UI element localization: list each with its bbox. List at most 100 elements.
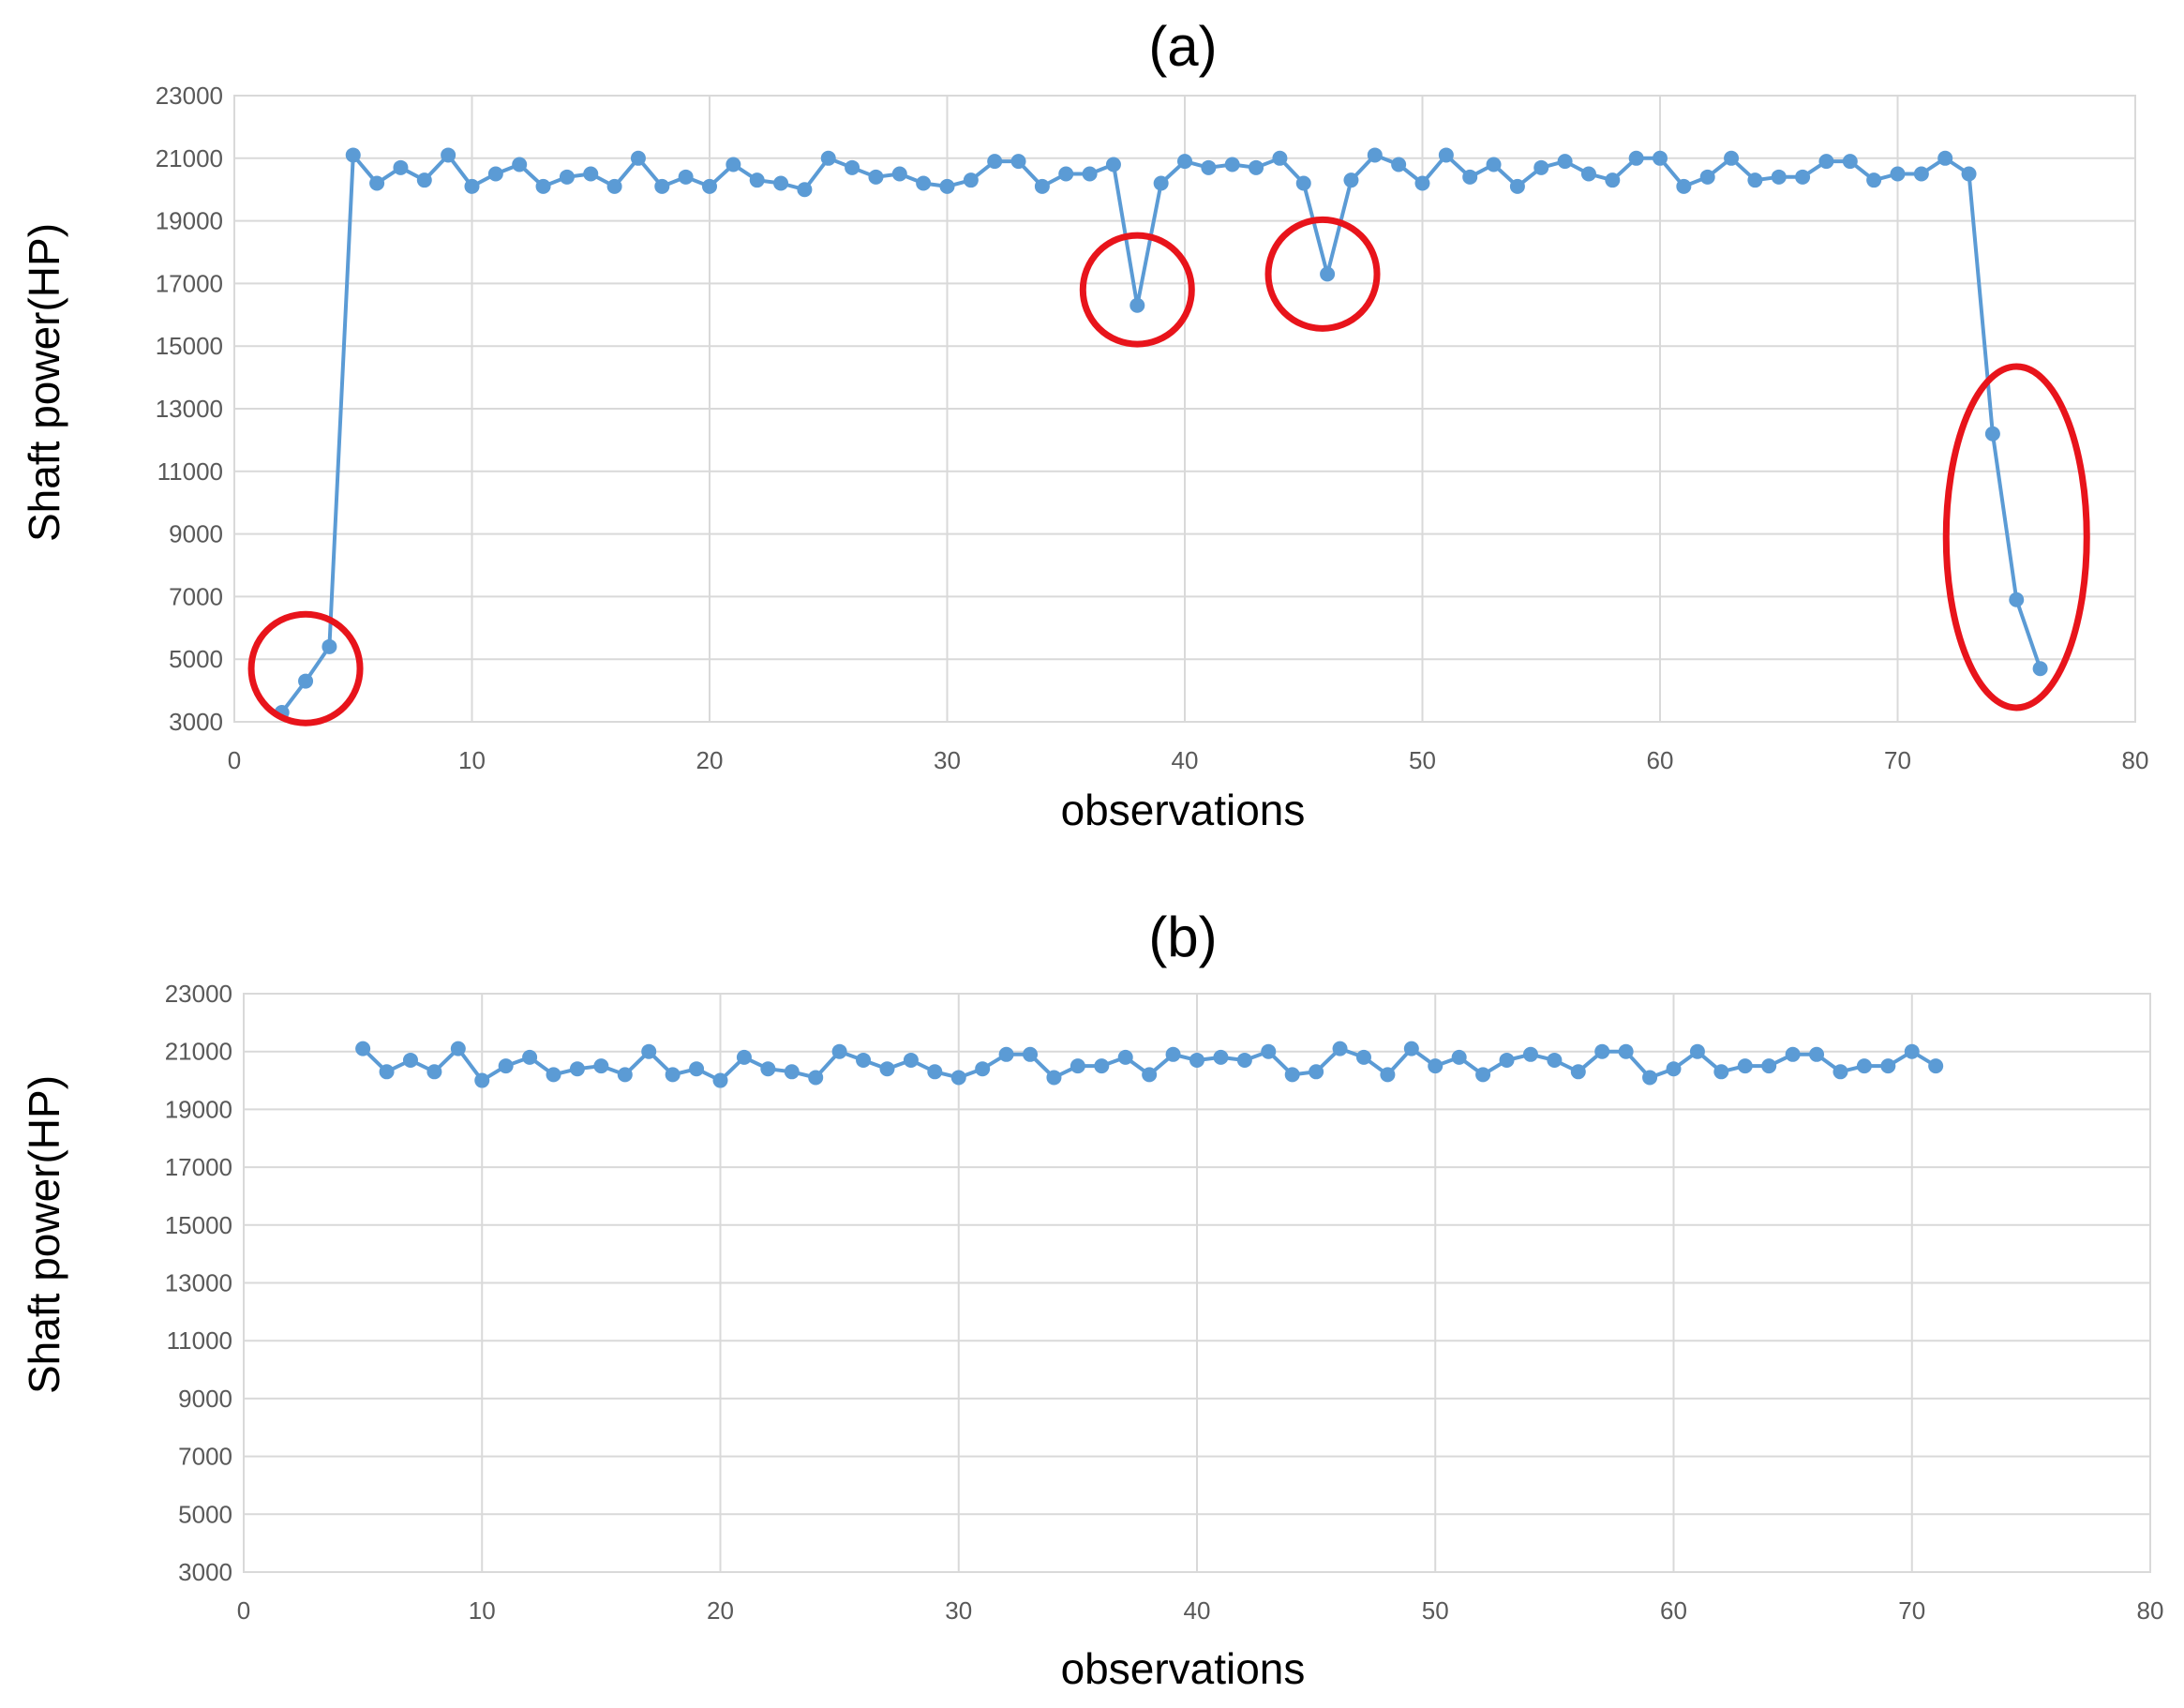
panel-a-data-point <box>1295 175 1311 191</box>
panel-b-y-tick-label: 9000 <box>178 1385 232 1413</box>
panel-a-data-point <box>1771 169 1787 185</box>
panel-b-data-point <box>1475 1067 1491 1083</box>
panel-b-data-point <box>1689 1043 1705 1059</box>
panel-a-data-point <box>1653 150 1668 166</box>
panel-b-data-point <box>569 1061 585 1077</box>
panel-a-data-point <box>1795 169 1811 185</box>
panel-a-x-tick-label: 30 <box>934 746 961 774</box>
panel-b-data-point <box>665 1067 681 1083</box>
panel-a-y-tick-label: 11000 <box>157 457 223 486</box>
panel-b-data-point <box>1832 1064 1848 1080</box>
panel-a-data-point <box>1628 150 1644 166</box>
panel-a-data-point <box>1153 175 1169 191</box>
panel-a-x-tick-label: 80 <box>2122 746 2149 774</box>
panel-a-data-point <box>987 154 1003 170</box>
panel-a-data-point <box>963 172 979 188</box>
panel-b-data-point <box>1046 1070 1062 1086</box>
panel-a-data-point <box>464 178 480 194</box>
panel-b-x-axis: 0 10 20 30 40 50 60 70 80 <box>237 1596 2164 1625</box>
panel-b-data-point <box>1094 1058 1110 1074</box>
panel-a-data-point <box>1010 154 1026 170</box>
panel-a-data-point <box>1509 178 1525 194</box>
panel-a-data-point <box>1343 172 1359 188</box>
panel-a-plot-area <box>233 95 2136 723</box>
panel-b-data-point <box>450 1041 466 1056</box>
panel-a-data-point <box>1533 159 1549 175</box>
chart-panel-a: (a) 3000 5000 7000 9000 11000 13000 15000 17000… <box>20 15 2148 834</box>
panel-b-data-point <box>950 1070 966 1086</box>
panel-a-data-point <box>773 175 789 191</box>
panel-a-data-point <box>1034 178 1050 194</box>
panel-a-x-tick-label: 60 <box>1647 746 1674 774</box>
panel-a-data-point <box>939 178 955 194</box>
panel-a-data-point <box>1391 157 1407 172</box>
panel-b-y-tick-label: 21000 <box>165 1038 232 1066</box>
panel-b-data-point <box>1785 1046 1801 1062</box>
panel-b-x-axis-title: observations <box>1061 1644 1306 1693</box>
panel-b-y-tick-label: 17000 <box>165 1153 232 1181</box>
panel-a-annotations <box>247 216 2090 727</box>
panel-a-data-point <box>845 159 860 175</box>
panel-b-data-point <box>1737 1058 1753 1074</box>
panel-a-highlight-circle <box>1079 232 1195 348</box>
panel-b-data-point <box>379 1064 395 1080</box>
panel-b-data-point <box>879 1061 895 1077</box>
panel-b-data-point <box>927 1064 943 1080</box>
panel-a-data-point <box>606 178 622 194</box>
panel-a-data-point <box>441 147 456 163</box>
panel-b-data-point <box>1713 1064 1729 1080</box>
panel-b-data-point <box>1856 1058 1872 1074</box>
panel-a-grid <box>233 95 2136 723</box>
panel-b-y-tick-label: 19000 <box>165 1095 232 1123</box>
panel-a-data-point <box>916 175 932 191</box>
panel-a-data-point <box>797 182 813 198</box>
panel-b-data-point <box>1809 1046 1825 1062</box>
panel-b-x-tick-label: 20 <box>707 1596 734 1625</box>
panel-a-data-point <box>678 169 694 185</box>
panel-b-data-point <box>1547 1052 1563 1068</box>
panel-b-y-tick-label: 13000 <box>165 1269 232 1297</box>
panel-a-data-point <box>1367 147 1383 163</box>
panel-a-data-point <box>322 638 337 654</box>
panel-b-x-tick-label: 40 <box>1184 1596 1211 1625</box>
panel-b-x-tick-label: 30 <box>945 1596 972 1625</box>
panel-b-data-point <box>1236 1052 1252 1068</box>
panel-a-data-point <box>559 169 575 185</box>
panel-b-grid <box>243 993 2151 1573</box>
panel-a-data-point <box>1462 169 1478 185</box>
panel-b-data-point <box>498 1058 514 1074</box>
panel-a-data-point <box>487 166 503 182</box>
panel-b-data-point <box>1761 1058 1777 1074</box>
panel-b-data-point <box>856 1052 872 1068</box>
panel-a-y-tick-label: 9000 <box>169 520 223 548</box>
panel-b-data-point <box>641 1043 657 1059</box>
panel-b-data-point <box>808 1070 824 1086</box>
panel-a-data-point <box>1320 266 1336 282</box>
panel-b-title: (b) <box>1148 906 1217 968</box>
panel-b-data-point <box>998 1046 1014 1062</box>
panel-a-data-point <box>298 673 314 689</box>
panel-b-data-point <box>1499 1052 1515 1068</box>
panel-b-data-point <box>831 1043 847 1059</box>
panel-a-data-point <box>1676 178 1692 194</box>
panel-a-data-point <box>2032 661 2048 677</box>
panel-a-data-point <box>1177 154 1192 170</box>
panel-a-data-point <box>749 172 765 188</box>
panel-b-y-tick-label: 11000 <box>167 1326 232 1355</box>
panel-a-data-point <box>1486 157 1502 172</box>
panel-a-x-tick-label: 50 <box>1409 746 1436 774</box>
panel-a-highlight-circle <box>247 610 364 727</box>
panel-a-y-tick-label: 5000 <box>169 645 223 673</box>
panel-a-data-point <box>1818 154 1834 170</box>
panel-a-data-point <box>1724 150 1740 166</box>
panel-b-data-point <box>1332 1041 1348 1056</box>
panel-a-data-point <box>512 157 528 172</box>
panel-a-data-point <box>393 159 409 175</box>
panel-b-data-point <box>1380 1067 1396 1083</box>
panel-b-data-point <box>1309 1064 1324 1080</box>
panel-b-data-point <box>689 1061 705 1077</box>
panel-b-data-point <box>1142 1067 1158 1083</box>
panel-b-data-point <box>522 1049 538 1065</box>
panel-b-y-tick-label: 23000 <box>165 980 232 1008</box>
